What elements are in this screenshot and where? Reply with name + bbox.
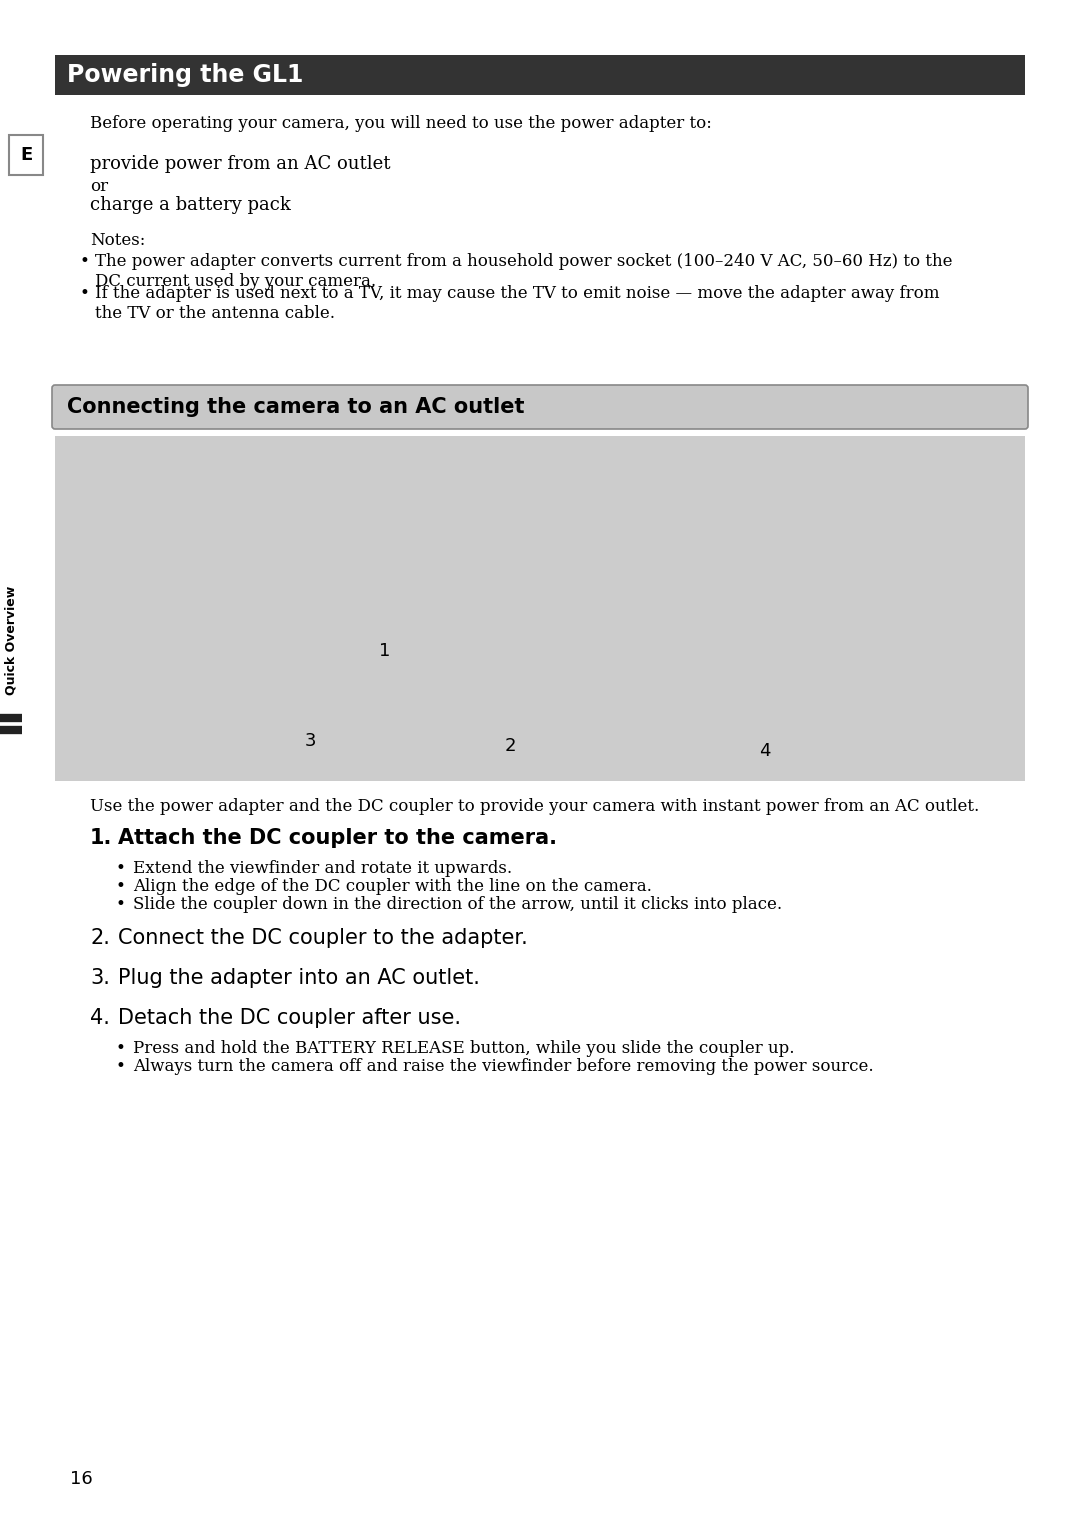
Text: Before operating your camera, you will need to use the power adapter to:: Before operating your camera, you will n…: [90, 114, 712, 133]
Bar: [9, 134, 43, 175]
Text: If the adapter is used next to a TV, it may cause the TV to emit noise — move th: If the adapter is used next to a TV, it …: [95, 285, 940, 302]
Text: The power adapter converts current from a household power socket (100–240 V AC, : The power adapter converts current from …: [95, 253, 953, 270]
Text: •: •: [80, 253, 90, 270]
Bar: [55, 436, 1025, 781]
Text: 3.: 3.: [90, 967, 110, 987]
Text: Powering the GL1: Powering the GL1: [67, 63, 303, 87]
Text: 1.: 1.: [90, 829, 112, 848]
Text: or: or: [90, 179, 108, 195]
Text: 16: 16: [70, 1470, 93, 1488]
Text: 4: 4: [759, 742, 771, 760]
Text: Connecting the camera to an AC outlet: Connecting the camera to an AC outlet: [67, 397, 525, 417]
Text: Extend the viewfinder and rotate it upwards.: Extend the viewfinder and rotate it upwa…: [133, 861, 512, 877]
Text: Quick Overview: Quick Overview: [4, 586, 17, 694]
Bar: [55, 55, 1025, 95]
Text: Detach the DC coupler after use.: Detach the DC coupler after use.: [118, 1009, 461, 1029]
Text: Slide the coupler down in the direction of the arrow, until it clicks into place: Slide the coupler down in the direction …: [133, 896, 782, 913]
Text: •: •: [114, 861, 125, 877]
Text: Use the power adapter and the DC coupler to provide your camera with instant pow: Use the power adapter and the DC coupler…: [90, 798, 980, 815]
Text: •: •: [80, 285, 90, 302]
Text: •: •: [114, 1058, 125, 1074]
Text: 1: 1: [379, 642, 391, 661]
Text: provide power from an AC outlet: provide power from an AC outlet: [90, 156, 391, 172]
Text: DC current used by your camera.: DC current used by your camera.: [95, 273, 376, 290]
FancyBboxPatch shape: [52, 385, 1028, 429]
Text: 2: 2: [504, 737, 516, 755]
Text: Notes:: Notes:: [90, 232, 146, 249]
Text: •: •: [114, 896, 125, 913]
Text: 4.: 4.: [90, 1009, 110, 1029]
Text: Always turn the camera off and raise the viewfinder before removing the power so: Always turn the camera off and raise the…: [133, 1058, 874, 1074]
Text: 2.: 2.: [90, 928, 110, 948]
Text: •: •: [114, 1041, 125, 1058]
Text: charge a battery pack: charge a battery pack: [90, 195, 291, 214]
Text: the TV or the antenna cable.: the TV or the antenna cable.: [95, 305, 335, 322]
Text: •: •: [114, 877, 125, 896]
Text: 3: 3: [305, 732, 315, 749]
Text: Align the edge of the DC coupler with the line on the camera.: Align the edge of the DC coupler with th…: [133, 877, 652, 896]
Text: Plug the adapter into an AC outlet.: Plug the adapter into an AC outlet.: [118, 967, 480, 987]
Text: Connect the DC coupler to the adapter.: Connect the DC coupler to the adapter.: [118, 928, 528, 948]
Text: Press and hold the BATTERY RELEASE button, while you slide the coupler up.: Press and hold the BATTERY RELEASE butto…: [133, 1041, 795, 1058]
Text: Attach the DC coupler to the camera.: Attach the DC coupler to the camera.: [118, 829, 557, 848]
Text: E: E: [19, 146, 32, 163]
